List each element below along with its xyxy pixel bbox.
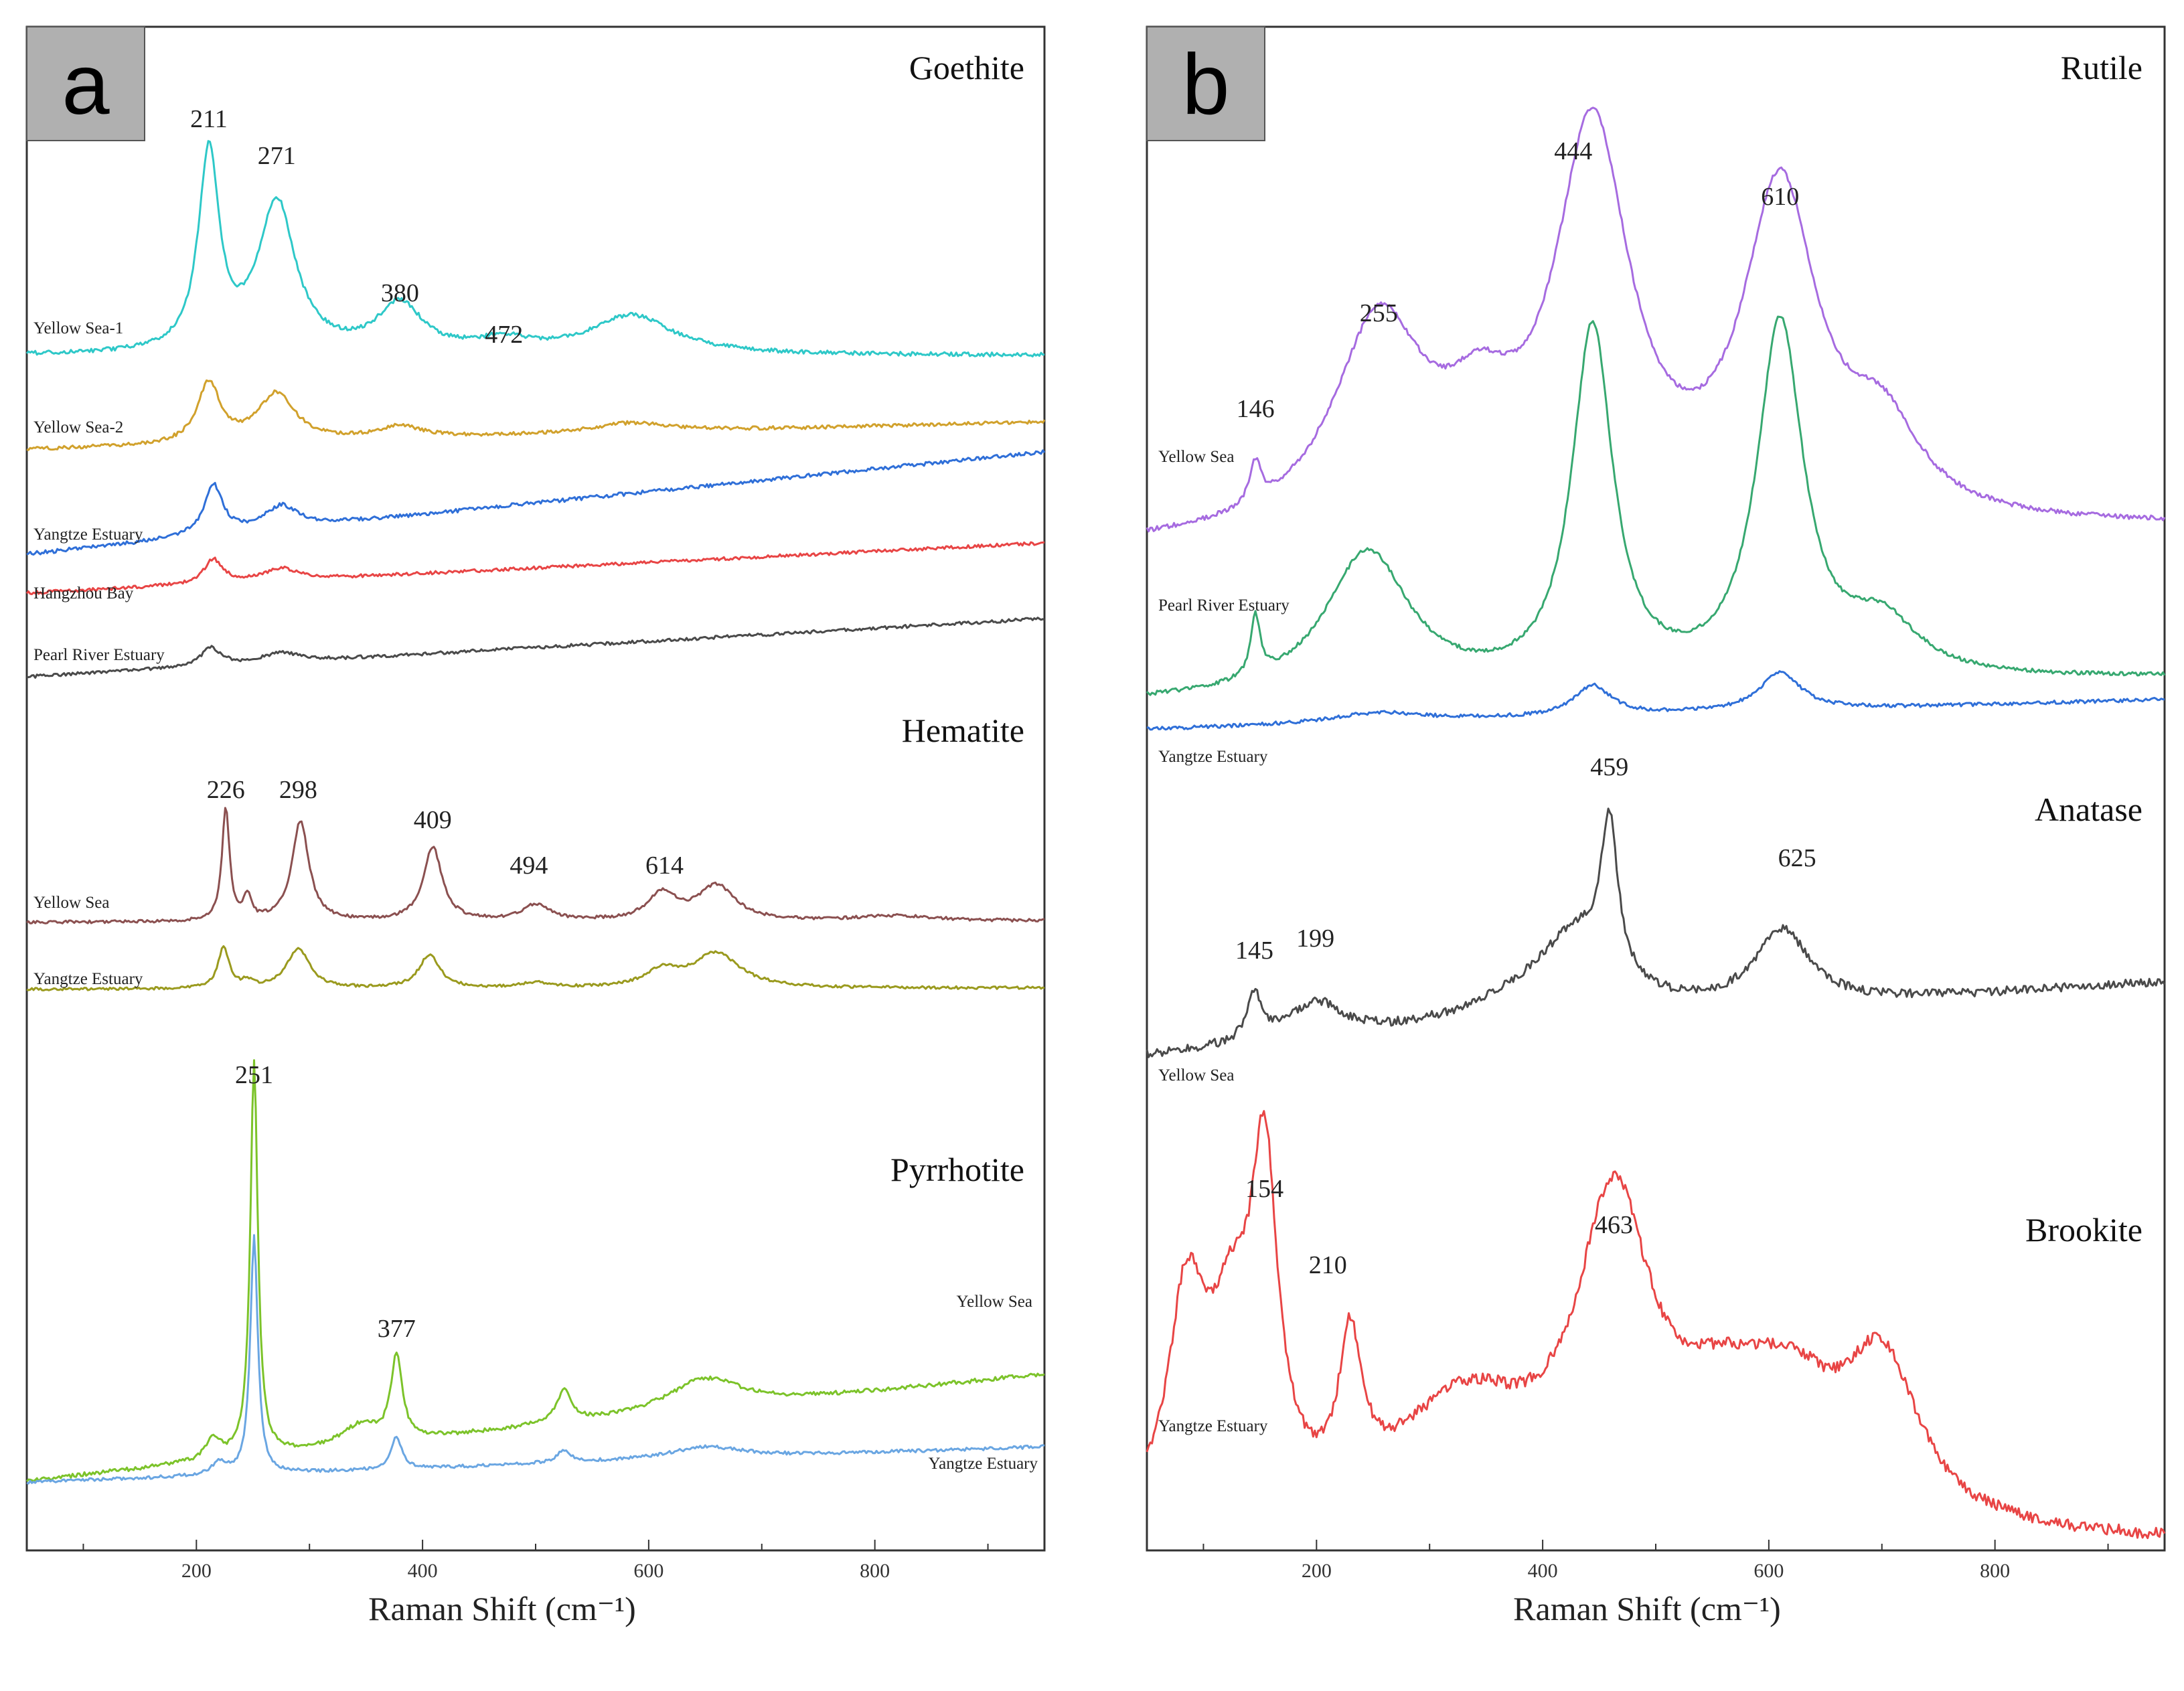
peak-label: 211 <box>190 105 228 133</box>
peak-label: 625 <box>1778 844 1816 872</box>
series-line-goethite-hangzhou-bay <box>25 541 1045 595</box>
x-tick-label: 200 <box>1302 1560 1332 1582</box>
peak-label: 154 <box>1245 1175 1283 1203</box>
series-label: Pearl River Estuary <box>33 646 165 664</box>
panel-a-letter: a <box>62 37 110 133</box>
panel-b-ticks: 200 400 600 800 <box>1202 1540 2109 1582</box>
mineral-label-brookite: Brookite <box>2025 1211 2142 1249</box>
panel-a-x-axis-label: Raman Shift (cm⁻¹) <box>368 1590 636 1627</box>
peak-label: 377 <box>378 1315 416 1343</box>
peak-label: 459 <box>1590 753 1628 781</box>
series-label: Yangtze Estuary <box>1158 1417 1268 1435</box>
panel-b-letter: b <box>1182 37 1229 133</box>
x-tick-label: 200 <box>181 1560 212 1582</box>
peak-label: 614 <box>645 852 684 880</box>
peak-label: 146 <box>1237 395 1275 423</box>
x-tick-label: 800 <box>1980 1560 2010 1582</box>
series-line-goethite-pearl-river-estuary <box>26 617 1045 679</box>
x-tick-label: 600 <box>1753 1560 1784 1582</box>
peak-label: 409 <box>414 806 452 834</box>
peak-label: 210 <box>1309 1251 1347 1279</box>
x-tick-label: 400 <box>408 1560 438 1582</box>
peak-label: 255 <box>1360 299 1398 327</box>
mineral-label-rutile: Rutile <box>2061 49 2142 86</box>
x-tick-label: 600 <box>633 1560 664 1582</box>
peak-label: 226 <box>207 776 245 804</box>
series-line-hematite-yangtze-estuary <box>26 945 1045 991</box>
mineral-label-pyrrhotite: Pyrrhotite <box>890 1151 1024 1188</box>
peak-label: 380 <box>381 279 419 307</box>
series-line-rutile-yangtze-estuary <box>1146 670 2165 731</box>
peak-label: 444 <box>1554 137 1592 165</box>
series-label: Yellow Sea <box>1158 448 1234 466</box>
series-label: Yellow Sea <box>1158 1066 1234 1084</box>
peak-label: 494 <box>510 852 548 880</box>
peak-label: 271 <box>258 142 296 170</box>
panel-b-labels: Rutile Yellow Sea Pearl River Estuary Yangt… <box>1158 49 2142 1435</box>
series-label: Yangtze Estuary <box>33 526 143 544</box>
x-tick-label: 400 <box>1528 1560 1558 1582</box>
panel-b-letter-box: b <box>1146 26 1265 141</box>
peak-label: 610 <box>1761 183 1799 211</box>
peak-label: 145 <box>1235 937 1273 965</box>
panel-a-series <box>25 140 1046 1485</box>
peak-label: 199 <box>1296 924 1334 953</box>
series-line-pyrrhotite-yangtze-estuary <box>26 1234 1045 1485</box>
series-label: Yellow Sea <box>33 894 109 912</box>
series-line-anatase-yellow-sea <box>1146 807 2166 1058</box>
peak-label: 472 <box>485 321 523 349</box>
series-label: Pearl River Estuary <box>1158 596 1290 615</box>
series-line-rutile-pearl-river-estuary <box>1146 315 2166 696</box>
series-line-hematite-yellow-sea <box>26 807 1045 924</box>
panel-a-ticks: 200 400 600 800 <box>82 1540 989 1582</box>
mineral-label-goethite: Goethite <box>909 49 1024 86</box>
panel-b-x-axis-label: Raman Shift (cm⁻¹) <box>1513 1590 1781 1627</box>
mineral-label-hematite: Hematite <box>902 712 1024 749</box>
series-line-goethite-yangtze-estuary <box>26 449 1046 556</box>
series-label: Hangzhou Bay <box>33 584 134 602</box>
series-label: Yellow Sea <box>957 1293 1032 1311</box>
panel-a-letter-box: a <box>26 26 145 141</box>
peak-label: 463 <box>1595 1211 1633 1239</box>
panel-b-series <box>1146 106 2166 1540</box>
x-tick-label: 800 <box>860 1560 890 1582</box>
series-line-pyrrhotite-yellow-sea <box>25 1059 1045 1482</box>
series-line-brookite-yangtze-estuary <box>1146 1110 2166 1540</box>
series-label: Yangtze Estuary <box>1158 748 1268 766</box>
series-line-goethite-yellow-sea-2 <box>26 379 1046 451</box>
panel-a-labels: Goethite Yellow Sea-1 Yellow Sea-2 Yangtze … <box>33 49 1038 1473</box>
series-label: Yangtze Estuary <box>33 970 143 988</box>
series-label: Yangtze Estuary <box>929 1455 1038 1473</box>
panel-b: 200 400 600 800 Rutile Yellow Sea Pearl River… <box>1146 25 2166 1582</box>
series-label: Yellow Sea-1 <box>33 319 123 337</box>
mineral-label-anatase: Anatase <box>2035 791 2142 828</box>
series-label: Yellow Sea-2 <box>33 418 123 436</box>
peak-label: 298 <box>279 776 317 804</box>
panel-a: 200 400 600 800 Goethite Yellow Sea-1 Yellow … <box>25 25 1046 1582</box>
series-line-rutile-yellow-sea <box>1146 106 2166 533</box>
series-line-goethite-yellow-sea-1 <box>25 140 1045 357</box>
peak-label: 251 <box>235 1061 273 1089</box>
